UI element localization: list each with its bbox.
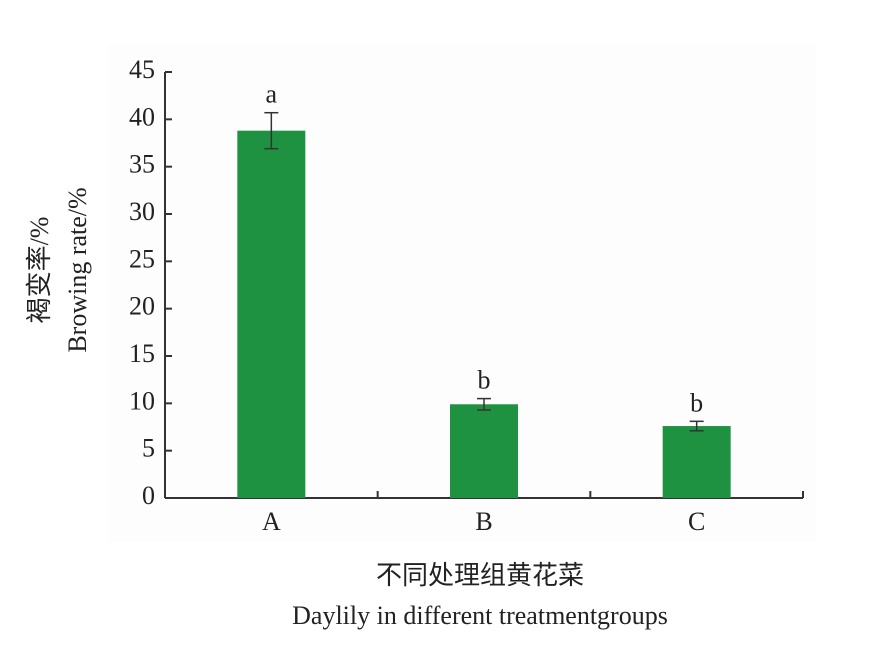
error-bar bbox=[264, 111, 279, 150]
y-tick-label: 30 bbox=[129, 197, 155, 226]
error-bar bbox=[477, 397, 491, 411]
y-axis-label-cn: 褐变率/% bbox=[25, 217, 54, 324]
y-tick-label: 5 bbox=[142, 434, 155, 463]
y-tick-label: 45 bbox=[129, 55, 155, 84]
y-tick-label: 15 bbox=[129, 339, 155, 368]
x-tick-label: C bbox=[688, 507, 705, 536]
x-axis-label-cn: 不同处理组黄花菜 bbox=[376, 561, 584, 590]
y-tick-label: 10 bbox=[129, 386, 155, 415]
significance-letter: b bbox=[690, 388, 703, 417]
x-axis-label: Daylily in different treatmentgroups bbox=[292, 601, 668, 630]
y-tick-label: 35 bbox=[129, 150, 155, 179]
significance-letter: b bbox=[478, 366, 491, 395]
significance-letter: a bbox=[266, 80, 278, 109]
y-tick-label: 20 bbox=[129, 292, 155, 321]
y-tick-label: 0 bbox=[142, 481, 155, 510]
y-tick-label: 40 bbox=[129, 102, 155, 131]
y-label-group: 褐变率/% Browing rate/% bbox=[25, 187, 92, 352]
error-bar bbox=[689, 420, 704, 432]
x-tick-label: A bbox=[262, 507, 281, 536]
bar bbox=[662, 426, 731, 498]
y-tick-label: 25 bbox=[129, 244, 155, 273]
x-tick-label: B bbox=[475, 507, 492, 536]
bar bbox=[450, 404, 518, 498]
bar bbox=[237, 130, 306, 498]
y-axis-label: Browing rate/% bbox=[63, 187, 92, 352]
